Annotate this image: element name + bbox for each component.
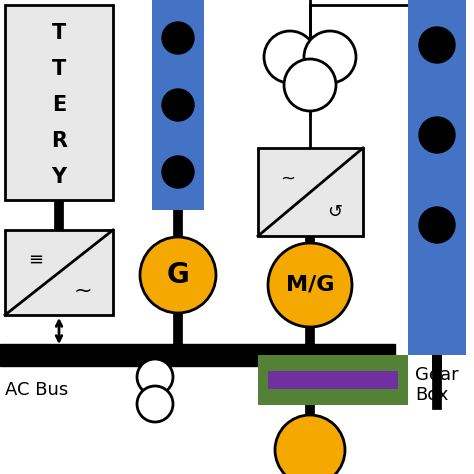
Bar [152,0,204,210]
Text: T: T [52,59,66,79]
Text: T: T [52,23,66,43]
Circle shape [162,22,194,54]
Circle shape [284,59,336,111]
Circle shape [275,415,345,474]
Text: Gear: Gear [415,366,459,384]
Circle shape [304,31,356,83]
Text: ≡: ≡ [27,251,43,269]
Text: G: G [167,261,190,289]
Text: ~: ~ [280,170,295,188]
Bar [258,355,408,405]
Circle shape [419,117,455,153]
Circle shape [419,27,455,63]
Circle shape [268,243,352,327]
Text: M/G: M/G [286,275,334,295]
Bar [5,5,113,200]
Bar [0,344,395,366]
Text: Box: Box [415,386,448,404]
Circle shape [419,207,455,243]
Bar [258,148,363,236]
Bar [408,0,466,355]
Circle shape [162,89,194,121]
Text: $\circlearrowleft$: $\circlearrowleft$ [324,202,343,220]
Text: AC Bus: AC Bus [5,381,68,399]
Text: ~: ~ [73,281,92,301]
Bar [268,371,398,389]
Circle shape [264,31,316,83]
Circle shape [162,156,194,188]
Text: E: E [52,95,66,115]
Text: R: R [51,131,67,151]
Circle shape [137,359,173,395]
Bar [5,230,113,315]
Circle shape [140,237,216,313]
Circle shape [137,386,173,422]
Text: Y: Y [52,167,66,187]
